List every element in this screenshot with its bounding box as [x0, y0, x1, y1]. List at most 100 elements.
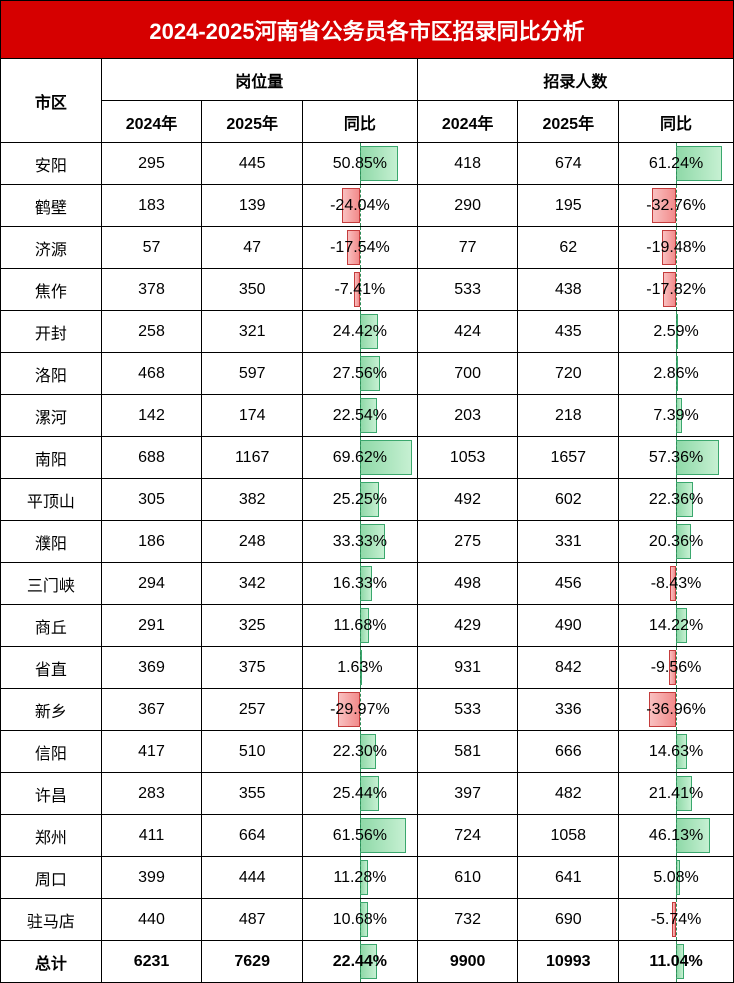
- people-2025-cell: 641: [518, 857, 619, 899]
- people-2025-cell: 690: [518, 899, 619, 941]
- table-row: 洛阳46859727.56%7007202.86%: [1, 353, 734, 395]
- title-row: 2024-2025河南省公务员各市区招录同比分析: [1, 1, 734, 59]
- people-2024-cell: 424: [417, 311, 518, 353]
- yoy-cell: -19.48%: [619, 227, 734, 269]
- people-2024-cell: 732: [417, 899, 518, 941]
- yoy-cell: 22.30%: [303, 731, 418, 773]
- people-2025-cell: 666: [518, 731, 619, 773]
- posts-2024-cell: 294: [101, 563, 202, 605]
- city-cell: 商丘: [1, 605, 102, 647]
- people-2024-cell: 931: [417, 647, 518, 689]
- city-cell: 南阳: [1, 437, 102, 479]
- posts-2025-cell: 174: [202, 395, 303, 437]
- col-people: 招录人数: [417, 59, 733, 101]
- col-posts-yoy: 同比: [303, 101, 418, 143]
- posts-2025-cell: 325: [202, 605, 303, 647]
- city-cell: 漯河: [1, 395, 102, 437]
- posts-2025-cell: 382: [202, 479, 303, 521]
- yoy-cell: 61.56%: [303, 815, 418, 857]
- yoy-cell: 25.25%: [303, 479, 418, 521]
- city-cell: 周口: [1, 857, 102, 899]
- table-row: 平顶山30538225.25%49260222.36%: [1, 479, 734, 521]
- yoy-cell: 25.44%: [303, 773, 418, 815]
- city-cell: 济源: [1, 227, 102, 269]
- people-2025-cell: 218: [518, 395, 619, 437]
- yoy-cell: 14.22%: [619, 605, 734, 647]
- posts-2025-cell: 444: [202, 857, 303, 899]
- posts-2024-cell: 369: [101, 647, 202, 689]
- col-people-2024: 2024年: [417, 101, 518, 143]
- posts-2024-cell: 295: [101, 143, 202, 185]
- posts-2024-cell: 57: [101, 227, 202, 269]
- table-row: 商丘29132511.68%42949014.22%: [1, 605, 734, 647]
- people-2024-cell: 610: [417, 857, 518, 899]
- posts-2025-cell: 47: [202, 227, 303, 269]
- yoy-cell: -9.56%: [619, 647, 734, 689]
- yoy-cell: 22.44%: [303, 941, 418, 983]
- people-2024-cell: 397: [417, 773, 518, 815]
- people-2024-cell: 498: [417, 563, 518, 605]
- posts-2024-cell: 367: [101, 689, 202, 731]
- posts-2024-cell: 378: [101, 269, 202, 311]
- people-2025-cell: 602: [518, 479, 619, 521]
- col-posts-2024: 2024年: [101, 101, 202, 143]
- analysis-table: 2024-2025河南省公务员各市区招录同比分析 市区 岗位量 招录人数 202…: [0, 0, 734, 983]
- yoy-cell: -24.04%: [303, 185, 418, 227]
- table-row: 漯河14217422.54%2032187.39%: [1, 395, 734, 437]
- col-city: 市区: [1, 59, 102, 143]
- posts-2024-cell: 688: [101, 437, 202, 479]
- yoy-cell: 20.36%: [619, 521, 734, 563]
- people-2024-cell: 9900: [417, 941, 518, 983]
- table-row: 新乡367257-29.97%533336-36.96%: [1, 689, 734, 731]
- city-cell: 许昌: [1, 773, 102, 815]
- yoy-cell: 1.63%: [303, 647, 418, 689]
- yoy-cell: 22.36%: [619, 479, 734, 521]
- header-row-1: 市区 岗位量 招录人数: [1, 59, 734, 101]
- city-cell: 安阳: [1, 143, 102, 185]
- people-2025-cell: 435: [518, 311, 619, 353]
- total-row: 总计6231762922.44%99001099311.04%: [1, 941, 734, 983]
- table-row: 鹤壁183139-24.04%290195-32.76%: [1, 185, 734, 227]
- people-2024-cell: 581: [417, 731, 518, 773]
- table-row: 许昌28335525.44%39748221.41%: [1, 773, 734, 815]
- col-posts-2025: 2025年: [202, 101, 303, 143]
- people-2024-cell: 533: [417, 689, 518, 731]
- people-2024-cell: 203: [417, 395, 518, 437]
- yoy-cell: 21.41%: [619, 773, 734, 815]
- yoy-cell: 11.04%: [619, 941, 734, 983]
- people-2025-cell: 10993: [518, 941, 619, 983]
- posts-2024-cell: 142: [101, 395, 202, 437]
- yoy-cell: 2.86%: [619, 353, 734, 395]
- posts-2024-cell: 258: [101, 311, 202, 353]
- posts-2025-cell: 664: [202, 815, 303, 857]
- table-row: 信阳41751022.30%58166614.63%: [1, 731, 734, 773]
- yoy-cell: -5.74%: [619, 899, 734, 941]
- table-row: 安阳29544550.85%41867461.24%: [1, 143, 734, 185]
- people-2025-cell: 331: [518, 521, 619, 563]
- posts-2025-cell: 342: [202, 563, 303, 605]
- city-cell: 驻马店: [1, 899, 102, 941]
- people-2024-cell: 492: [417, 479, 518, 521]
- posts-2025-cell: 7629: [202, 941, 303, 983]
- table-row: 焦作378350-7.41%533438-17.82%: [1, 269, 734, 311]
- people-2025-cell: 438: [518, 269, 619, 311]
- city-cell: 新乡: [1, 689, 102, 731]
- posts-2025-cell: 321: [202, 311, 303, 353]
- yoy-cell: 50.85%: [303, 143, 418, 185]
- table-row: 驻马店44048710.68%732690-5.74%: [1, 899, 734, 941]
- people-2025-cell: 62: [518, 227, 619, 269]
- people-2025-cell: 1058: [518, 815, 619, 857]
- people-2024-cell: 700: [417, 353, 518, 395]
- city-cell: 信阳: [1, 731, 102, 773]
- table-row: 郑州41166461.56%724105846.13%: [1, 815, 734, 857]
- posts-2024-cell: 186: [101, 521, 202, 563]
- people-2024-cell: 429: [417, 605, 518, 647]
- posts-2025-cell: 375: [202, 647, 303, 689]
- city-cell: 三门峡: [1, 563, 102, 605]
- posts-2025-cell: 445: [202, 143, 303, 185]
- posts-2025-cell: 487: [202, 899, 303, 941]
- people-2024-cell: 724: [417, 815, 518, 857]
- posts-2024-cell: 305: [101, 479, 202, 521]
- posts-2025-cell: 1167: [202, 437, 303, 479]
- table-title: 2024-2025河南省公务员各市区招录同比分析: [1, 1, 734, 59]
